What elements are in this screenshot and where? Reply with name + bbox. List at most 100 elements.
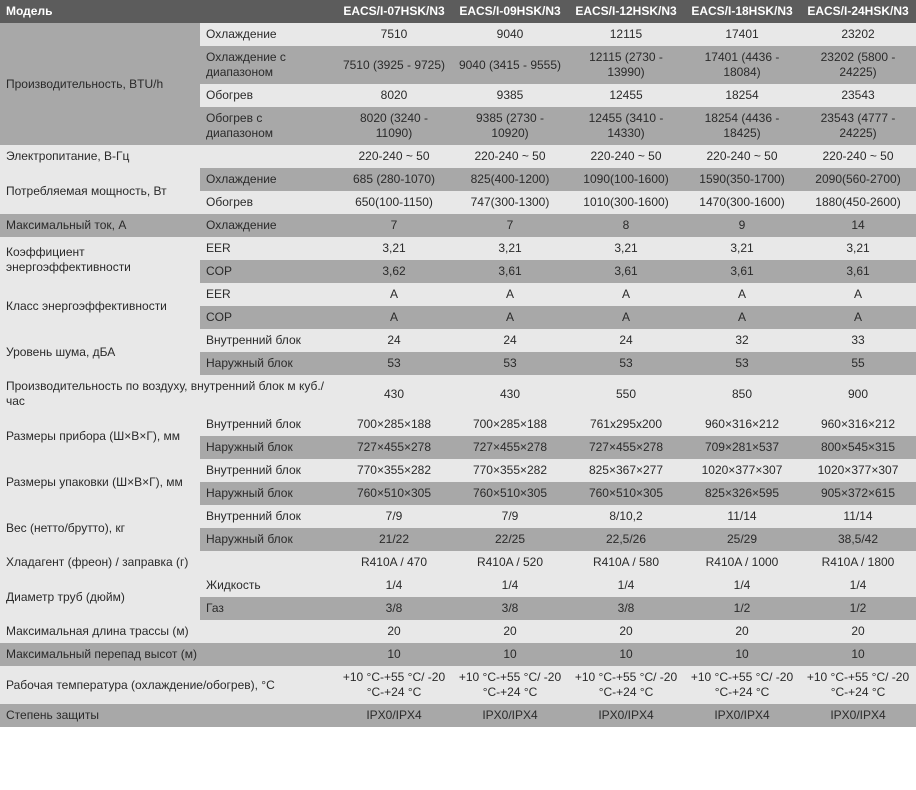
header-row: Модель EACS/I-07HSK/N3 EACS/I-09HSK/N3 E… (0, 0, 916, 23)
value-cell: 3,61 (800, 260, 916, 283)
table-row: Производительность, BTU/hОхлаждение75109… (0, 23, 916, 46)
value-cell: A (452, 306, 568, 329)
sub-label: EER (200, 283, 336, 306)
value-cell: 3,62 (336, 260, 452, 283)
sub-label: EER (200, 237, 336, 260)
table-row: Потребляемая мощность, ВтОхлаждение685 (… (0, 168, 916, 191)
value-cell: 1590(350-1700) (684, 168, 800, 191)
spec-label: Размеры прибора (Ш×В×Г), мм (0, 413, 200, 459)
value-cell: 17401 (684, 23, 800, 46)
value-cell: +10 °C-+55 °C/ -20 °C-+24 °C (336, 666, 452, 704)
value-cell: 760×510×305 (452, 482, 568, 505)
value-cell: 18254 (4436 - 18425) (684, 107, 800, 145)
spec-label: Степень защиты (0, 704, 336, 727)
value-cell: 220-240 ~ 50 (800, 145, 916, 168)
sub-label: Внутренний блок (200, 505, 336, 528)
value-cell: IPX0/IPX4 (336, 704, 452, 727)
sub-label (200, 145, 336, 168)
value-cell: 25/29 (684, 528, 800, 551)
value-cell: 430 (452, 375, 568, 413)
value-cell: 1470(300-1600) (684, 191, 800, 214)
value-cell: IPX0/IPX4 (452, 704, 568, 727)
value-cell: 960×316×212 (684, 413, 800, 436)
table-row: Электропитание, В-Гц220-240 ~ 50220-240 … (0, 145, 916, 168)
value-cell: 8/10,2 (568, 505, 684, 528)
sub-label: COP (200, 260, 336, 283)
value-cell: 9040 (3415 - 9555) (452, 46, 568, 84)
value-cell: 23543 (4777 - 24225) (800, 107, 916, 145)
value-cell: 220-240 ~ 50 (568, 145, 684, 168)
value-cell: 20 (336, 620, 452, 643)
value-cell: 12115 (568, 23, 684, 46)
value-cell: 7/9 (452, 505, 568, 528)
sub-label: Охлаждение (200, 168, 336, 191)
value-cell: 22,5/26 (568, 528, 684, 551)
header-model-3: EACS/I-18HSK/N3 (684, 0, 800, 23)
sub-label: Наружный блок (200, 482, 336, 505)
value-cell: 3,21 (568, 237, 684, 260)
value-cell: 11/14 (684, 505, 800, 528)
sub-label: Охлаждение (200, 23, 336, 46)
sub-label: Охлаждение (200, 214, 336, 237)
table-row: Максимальная длина трассы (м)2020202020 (0, 620, 916, 643)
value-cell: 1880(450-2600) (800, 191, 916, 214)
spec-label: Класс энергоэффективности (0, 283, 200, 329)
value-cell: 8020 (3240 - 11090) (336, 107, 452, 145)
value-cell: 12455 (3410 - 14330) (568, 107, 684, 145)
table-row: Рабочая температура (охлаждение/обогрев)… (0, 666, 916, 704)
value-cell: 727×455×278 (568, 436, 684, 459)
value-cell: 7 (452, 214, 568, 237)
value-cell: A (684, 306, 800, 329)
value-cell: 761x295x200 (568, 413, 684, 436)
value-cell: 1/4 (568, 574, 684, 597)
value-cell: 1020×377×307 (684, 459, 800, 482)
spec-label: Производительность по воздуху, внутренни… (0, 375, 336, 413)
value-cell: 760×510×305 (568, 482, 684, 505)
value-cell: 685 (280-1070) (336, 168, 452, 191)
value-cell: 1090(100-1600) (568, 168, 684, 191)
value-cell: 770×355×282 (336, 459, 452, 482)
value-cell: 23202 (5800 - 24225) (800, 46, 916, 84)
sub-label: Наружный блок (200, 352, 336, 375)
value-cell: 20 (452, 620, 568, 643)
value-cell: 1020×377×307 (800, 459, 916, 482)
value-cell: 9 (684, 214, 800, 237)
value-cell: 3,61 (684, 260, 800, 283)
table-row: Класс энергоэффективностиEERAAAAA (0, 283, 916, 306)
value-cell: A (336, 283, 452, 306)
value-cell: 1/4 (800, 574, 916, 597)
value-cell: 9385 (452, 84, 568, 107)
value-cell: 7510 (336, 23, 452, 46)
header-model-0: EACS/I-07HSK/N3 (336, 0, 452, 23)
value-cell: +10 °C-+55 °C/ -20 °C-+24 °C (452, 666, 568, 704)
value-cell: 3,21 (452, 237, 568, 260)
header-model-1: EACS/I-09HSK/N3 (452, 0, 568, 23)
value-cell: 825×326×595 (684, 482, 800, 505)
value-cell: 33 (800, 329, 916, 352)
table-row: Диаметр труб (дюйм)Жидкость1/41/41/41/41… (0, 574, 916, 597)
sub-label: Обогрев с диапазоном (200, 107, 336, 145)
value-cell: A (800, 306, 916, 329)
table-row: Степень защитыIPX0/IPX4IPX0/IPX4IPX0/IPX… (0, 704, 916, 727)
value-cell: 53 (452, 352, 568, 375)
value-cell: 8020 (336, 84, 452, 107)
value-cell: 905×372×615 (800, 482, 916, 505)
value-cell: 7 (336, 214, 452, 237)
value-cell: 727×455×278 (452, 436, 568, 459)
value-cell: 1/4 (336, 574, 452, 597)
sub-label: Внутренний блок (200, 329, 336, 352)
value-cell: 23202 (800, 23, 916, 46)
value-cell: 18254 (684, 84, 800, 107)
table-row: Максимальный ток, АОхлаждение778914 (0, 214, 916, 237)
value-cell: 800×545×315 (800, 436, 916, 459)
value-cell: 55 (800, 352, 916, 375)
value-cell: 2090(560-2700) (800, 168, 916, 191)
spec-label: Максимальный перепад высот (м) (0, 643, 336, 666)
value-cell: 760×510×305 (336, 482, 452, 505)
spec-label: Коэффициент энергоэффективности (0, 237, 200, 283)
value-cell: 10 (800, 643, 916, 666)
value-cell: R410A / 520 (452, 551, 568, 574)
table-row: Размеры прибора (Ш×В×Г), ммВнутренний бл… (0, 413, 916, 436)
value-cell: 650(100-1150) (336, 191, 452, 214)
table-row: Хладагент (фреон) / заправка (г)R410A / … (0, 551, 916, 574)
